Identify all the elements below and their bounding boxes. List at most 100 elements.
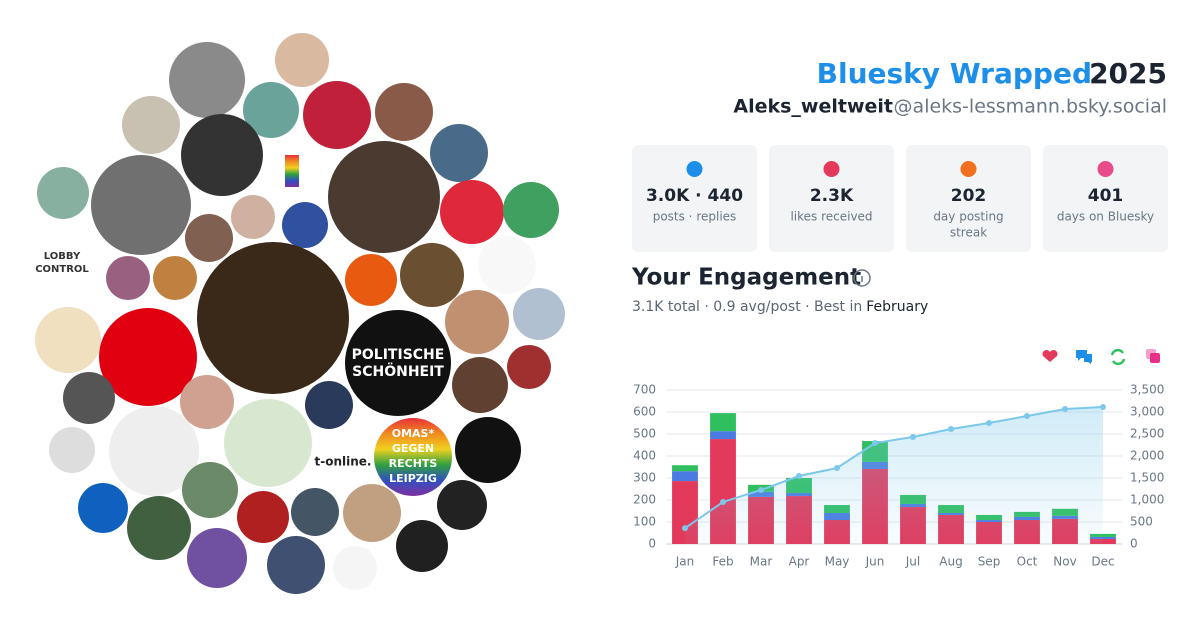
avatar bbox=[328, 141, 440, 253]
avatar bbox=[452, 357, 508, 413]
avatar bbox=[109, 406, 199, 496]
cumulative-point bbox=[720, 498, 726, 505]
stat-card bbox=[632, 145, 757, 252]
avatar bbox=[513, 288, 565, 340]
cumulative-point bbox=[948, 425, 954, 432]
cumulative-area bbox=[685, 406, 1103, 544]
avatar-text: OMAS* bbox=[392, 427, 435, 440]
bar-segment bbox=[710, 431, 736, 440]
avatar bbox=[375, 83, 433, 141]
cumulative-line bbox=[684, 405, 1104, 529]
avatar-text: LEIPZIG bbox=[389, 472, 437, 485]
display-name: Aleks_weltweit bbox=[733, 96, 893, 118]
avatar bbox=[243, 82, 299, 138]
avatar-text: LOBBY bbox=[44, 251, 81, 262]
avatar bbox=[106, 256, 150, 300]
x-tick-label: Aug bbox=[939, 555, 962, 569]
y-tick-label: 500 bbox=[633, 427, 656, 441]
x-tick-label: Oct bbox=[1017, 555, 1038, 569]
bar-segment bbox=[672, 471, 698, 482]
x-tick-label: Jan bbox=[675, 555, 695, 569]
y2-tick-label: 2,000 bbox=[1130, 449, 1164, 463]
bar-segment bbox=[672, 465, 698, 472]
avatar bbox=[333, 546, 377, 590]
avatar bbox=[127, 496, 191, 560]
avatar-text: POLITISCHE bbox=[352, 347, 445, 363]
stat-value: 2.3K bbox=[810, 186, 854, 206]
avatar bbox=[153, 256, 197, 300]
avatar bbox=[122, 96, 180, 154]
avatar bbox=[455, 417, 521, 483]
y-tick-label: 600 bbox=[633, 405, 656, 419]
year: 2025 bbox=[1089, 57, 1167, 90]
avatar bbox=[343, 484, 401, 542]
legend-likes[interactable] bbox=[1042, 349, 1058, 362]
avatar bbox=[345, 310, 451, 416]
stat-icon bbox=[960, 161, 977, 177]
stat-value: 202 bbox=[951, 186, 987, 206]
section-heading: Your Engagement bbox=[631, 265, 861, 291]
avatar bbox=[478, 236, 536, 294]
stat-value: 3.0K · 440 bbox=[646, 186, 743, 206]
x-tick-label: Sep bbox=[978, 555, 1001, 569]
legend-reposts[interactable] bbox=[1110, 348, 1126, 366]
avatar bbox=[49, 427, 95, 473]
avatar bbox=[437, 480, 487, 530]
title: Bluesky Wrapped bbox=[817, 57, 1092, 90]
avatar bbox=[503, 182, 559, 238]
avatar bbox=[507, 345, 551, 389]
avatar bbox=[169, 42, 245, 118]
stat-icon bbox=[1097, 161, 1114, 177]
avatar bbox=[197, 242, 349, 394]
cumulative-point bbox=[758, 487, 764, 494]
y2-tick-label: 3,500 bbox=[1130, 383, 1164, 397]
legend-quotes[interactable] bbox=[1150, 353, 1160, 363]
avatar bbox=[267, 536, 325, 594]
avatar bbox=[185, 214, 233, 262]
avatar bbox=[282, 202, 328, 248]
avatar bbox=[305, 381, 353, 429]
avatar bbox=[99, 308, 197, 406]
stat-card bbox=[906, 145, 1031, 252]
legend-replies[interactable] bbox=[1076, 350, 1092, 364]
avatar bbox=[48, 240, 92, 284]
avatar bbox=[91, 155, 191, 255]
avatar bbox=[63, 372, 115, 424]
stat-cards: 3.0K · 440 posts · replies 2.3K likes recei… bbox=[632, 145, 1168, 252]
x-tick-label: Jun bbox=[865, 555, 885, 569]
x-tick-label: Dec bbox=[1091, 555, 1114, 569]
cumulative-point bbox=[1062, 406, 1068, 413]
cumulative-point bbox=[1024, 413, 1030, 420]
avatar bbox=[313, 432, 373, 492]
avatar bbox=[37, 167, 89, 219]
avatar bbox=[275, 33, 329, 87]
stat-icon bbox=[823, 161, 840, 177]
avatar bbox=[231, 195, 275, 239]
bar-segment bbox=[710, 413, 736, 432]
cumulative-point bbox=[682, 525, 688, 532]
avatar bbox=[182, 462, 238, 518]
stat-card bbox=[1043, 145, 1168, 252]
cumulative-point bbox=[986, 420, 992, 426]
avatar bbox=[396, 520, 448, 572]
avatar bbox=[224, 399, 312, 487]
summary: 3.1K total · 0.9 avg/post · Best in bbox=[632, 299, 862, 315]
avatar bbox=[345, 254, 397, 306]
cumulative-point bbox=[796, 473, 802, 480]
stat-card bbox=[769, 145, 894, 252]
rainbow-logo bbox=[285, 155, 299, 187]
avatar bbox=[181, 114, 263, 196]
y2-tick-label: 1,500 bbox=[1130, 471, 1164, 485]
avatar-text: SCHÖNHEIT bbox=[352, 362, 444, 380]
stat-label: streak bbox=[950, 226, 987, 240]
y2-tick-label: 0 bbox=[1130, 537, 1138, 551]
x-tick-label: May bbox=[825, 555, 850, 569]
avatar bbox=[400, 243, 464, 307]
x-tick-label: Nov bbox=[1053, 555, 1076, 569]
info-icon[interactable] bbox=[853, 269, 871, 287]
y2-tick-label: 2,500 bbox=[1130, 427, 1164, 441]
avatar bbox=[35, 307, 101, 373]
engagement-chart: 0 100 200 300 400 500 600 700 0 500 1,000 1,500 2,00… bbox=[633, 383, 1164, 569]
